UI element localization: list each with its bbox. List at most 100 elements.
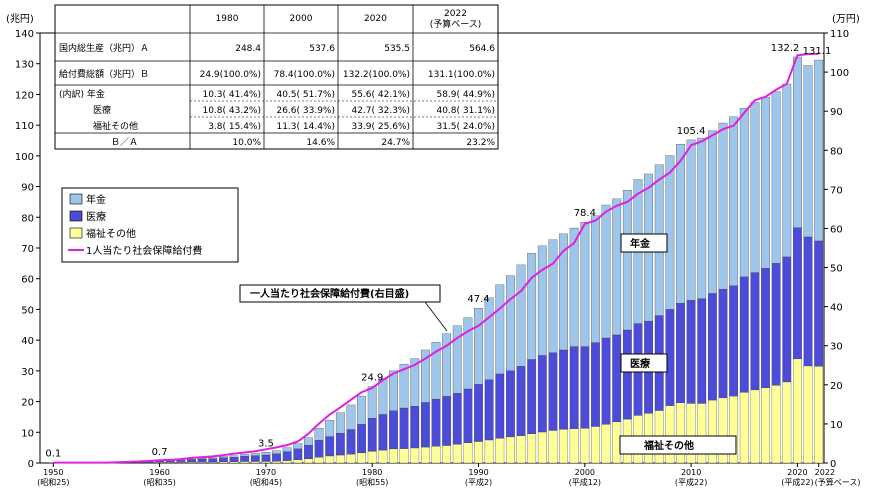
- bar-welfare-1975: [314, 457, 324, 464]
- bar-pension-1998: [559, 233, 568, 351]
- bar-welfare-1987: [442, 445, 452, 464]
- total-label-1950: 0.1: [45, 449, 61, 460]
- bar-pension-1979: [357, 395, 366, 425]
- bar-pension-1971: [272, 450, 281, 454]
- bar-welfare-1980: [367, 451, 377, 464]
- bar-pension-2008: [665, 155, 675, 310]
- right-axis-unit: (万円): [832, 14, 860, 25]
- bar-medical-1989: [463, 388, 473, 443]
- right-tick-label: 40: [830, 303, 843, 314]
- bar-pension-2021: [803, 65, 813, 238]
- table-cell: 248.4: [235, 44, 261, 54]
- bar-medical-1984: [410, 406, 420, 449]
- bar-medical-2018: [771, 263, 781, 386]
- bar-welfare-2021: [803, 365, 813, 464]
- bar-welfare-1999: [569, 428, 579, 464]
- bar-medical-2021: [803, 236, 813, 367]
- table-cell: 537.6: [309, 44, 335, 54]
- bar-welfare-1968: [240, 461, 250, 464]
- bar-pension-2009: [676, 144, 685, 304]
- bar-medical-1978: [346, 429, 356, 455]
- table-cell: 24.7%: [381, 138, 410, 148]
- bar-welfare-2020: [793, 358, 802, 464]
- bar-welfare-1971: [272, 461, 281, 464]
- bar-medical-1988: [452, 393, 462, 445]
- right-tick-label: 100: [830, 68, 849, 79]
- total-label-1990: 47.4: [467, 294, 489, 305]
- legend-swatch-medical: [69, 210, 83, 222]
- left-tick-label: 50: [21, 305, 34, 316]
- bar-medical-1994: [516, 366, 526, 436]
- table-row-label: Ｂ／Ａ: [111, 137, 138, 148]
- table-cell: 26.6( 33.9%): [276, 106, 335, 116]
- left-tick-label: 40: [21, 336, 34, 347]
- table-header-cell: 1980: [216, 14, 239, 24]
- table-header-cell: 2022: [444, 9, 467, 19]
- left-tick-label: 30: [21, 367, 34, 378]
- x-tick-label: 1990: [468, 468, 488, 477]
- legend-swatch-pension: [69, 193, 83, 205]
- bar-pension-1966: [218, 456, 228, 458]
- bar-welfare-1984: [410, 447, 420, 464]
- bar-pension-1983: [399, 363, 409, 409]
- bar-pension-2003: [612, 198, 622, 336]
- bar-medical-1979: [357, 424, 366, 454]
- bar-welfare-2001: [591, 426, 600, 464]
- bar-welfare-1997: [548, 430, 558, 464]
- bar-pension-2018: [771, 91, 781, 264]
- left-tick-label: 20: [21, 398, 34, 409]
- bar-medical-1973: [293, 448, 303, 460]
- bar-pension-2020: [793, 56, 802, 228]
- bar-medical-1999: [569, 346, 579, 429]
- x-tick-sublabel: (昭和55): [356, 478, 388, 487]
- table-cell: 132.2(100.0%): [343, 70, 410, 80]
- table-cell: 14.6%: [306, 138, 335, 148]
- bar-welfare-1976: [325, 455, 335, 464]
- bar-pension-1989: [463, 317, 473, 390]
- per-capita-line: [53, 52, 819, 464]
- bar-welfare-2002: [601, 424, 611, 464]
- bar-welfare-1977: [335, 454, 345, 464]
- table-row-label: 給付費総額（兆円）Ｂ: [59, 68, 149, 80]
- total-label-1980: 24.9: [361, 373, 383, 384]
- table-frame: [54, 4, 499, 150]
- bar-pension-1980: [367, 386, 377, 419]
- bar-pension-2014: [729, 116, 739, 286]
- series-label-welfare-text: 福祉その他: [643, 439, 694, 452]
- series-label-welfare: 福祉その他: [619, 435, 737, 455]
- table-cell: 564.6: [469, 44, 495, 54]
- total-label-2022: 131.1: [803, 46, 832, 57]
- bar-medical-1972: [282, 451, 292, 461]
- table-cell: 78.4(100.0%): [274, 70, 335, 80]
- bar-medical-2017: [761, 268, 770, 388]
- bar-pension-2002: [601, 204, 611, 339]
- bar-pension-1965: [208, 457, 218, 459]
- bar-medical-2011: [697, 298, 707, 404]
- bar-medical-1977: [335, 433, 345, 456]
- x-tick-label: 1970: [256, 468, 276, 477]
- table-cell: 31.5( 24.0%): [436, 122, 495, 132]
- bar-pension-2015: [739, 108, 749, 278]
- bar-welfare-1988: [452, 444, 462, 464]
- series-label-pension: 年金: [620, 233, 668, 253]
- bar-pension-1988: [452, 325, 462, 394]
- right-tick-label: 70: [830, 185, 843, 196]
- bar-pension-2001: [591, 215, 600, 343]
- bar-pension-1978: [346, 404, 356, 430]
- table-cell: 42.7( 32.3%): [351, 106, 410, 116]
- table-row-label: (内訳) 年金: [59, 88, 105, 100]
- bar-medical-1982: [389, 410, 398, 450]
- bar-pension-2010: [686, 139, 696, 301]
- bar-pension-1976: [325, 420, 335, 437]
- bar-medical-1970: [261, 454, 271, 462]
- left-tick-label: 80: [21, 213, 34, 224]
- legend-label-medical: 医療: [86, 210, 106, 223]
- bar-pension-1986: [431, 342, 441, 400]
- bar-welfare-1973: [293, 459, 303, 464]
- bar-welfare-2022: [814, 366, 824, 464]
- bar-pension-1970: [261, 452, 271, 456]
- bar-welfare-1989: [463, 442, 473, 464]
- bar-medical-2000: [580, 346, 590, 429]
- bar-pension-1995: [527, 253, 537, 360]
